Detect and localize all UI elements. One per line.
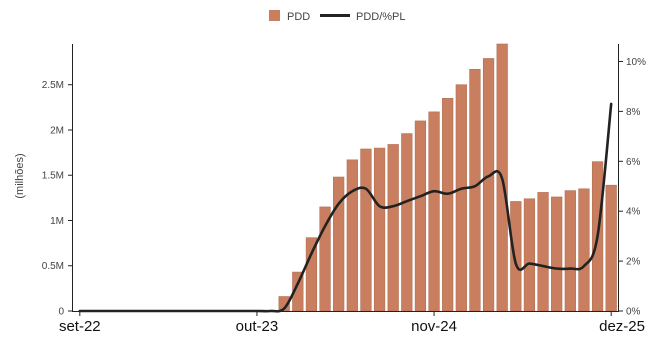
y-left-tick-label: 1M (50, 216, 64, 227)
axes (72, 44, 619, 312)
x-tick-label: set-22 (59, 318, 101, 333)
bar-pdd-fev-25 (469, 69, 481, 312)
y-axis-left-ticks: 0 0.5M 1M 1.5M 2M 2.5M (42, 80, 72, 318)
bar-pdd-mai-25 (510, 201, 522, 312)
bar-pdd-jan-25 (455, 84, 467, 312)
y-axis-right-ticks: 0% 2% 4% 6% 8% 10% (619, 57, 646, 318)
bar-pdd-out-25 (578, 188, 590, 312)
y-right-tick-label: 4% (626, 207, 641, 218)
y-left-tick-label: 0.5M (42, 261, 64, 272)
y-axis-title: (milhões) (14, 153, 26, 198)
bar-pdd-ago-25 (551, 196, 563, 312)
bar-pdd-jun-25 (523, 198, 536, 312)
legend-swatch-pdd (269, 10, 280, 21)
bar-pdd-out-24 (414, 120, 427, 312)
bar-pdd-set-25 (564, 190, 576, 312)
bar-pdd-jul-25 (537, 192, 549, 312)
x-axis-ticks: set-22 out-23 nov-24 dez-25 (59, 312, 645, 335)
x-tick-label: nov-24 (411, 318, 457, 333)
y-left-tick-label: 2.5M (42, 80, 64, 91)
bar-pdd-jun-24 (360, 148, 372, 312)
y-right-tick-label: 2% (626, 257, 641, 268)
bar-series-pdd (278, 43, 617, 312)
x-tick-label: dez-25 (599, 318, 645, 333)
bar-pdd-mai-24 (346, 159, 358, 312)
bar-pdd-dez-25 (605, 184, 617, 312)
x-tick-label: out-23 (236, 318, 279, 333)
y-right-tick-label: 0% (626, 307, 641, 318)
y-left-tick-label: 0 (58, 307, 64, 318)
y-right-tick-label: 6% (626, 157, 641, 168)
bar-pdd-set-24 (401, 133, 413, 312)
y-left-tick-label: 2M (50, 125, 64, 136)
bar-pdd-jul-24 (373, 147, 386, 312)
bar-pdd-nov-24 (428, 111, 440, 312)
bar-pdd-ago-24 (387, 144, 399, 312)
legend: PDD PDD/%PL (269, 10, 406, 23)
bar-pdd-mar-24 (319, 206, 331, 312)
bar-pdd-abr-24 (333, 176, 345, 312)
bar-pdd-mar-25 (482, 58, 495, 312)
legend-label-pdd-pl: PDD/%PL (356, 11, 406, 23)
y-right-tick-label: 10% (626, 57, 646, 68)
y-right-tick-label: 8% (626, 107, 641, 118)
legend-label-pdd: PDD (287, 11, 310, 23)
bar-pdd-dez-24 (442, 98, 454, 312)
y-left-tick-label: 1.5M (42, 171, 64, 182)
